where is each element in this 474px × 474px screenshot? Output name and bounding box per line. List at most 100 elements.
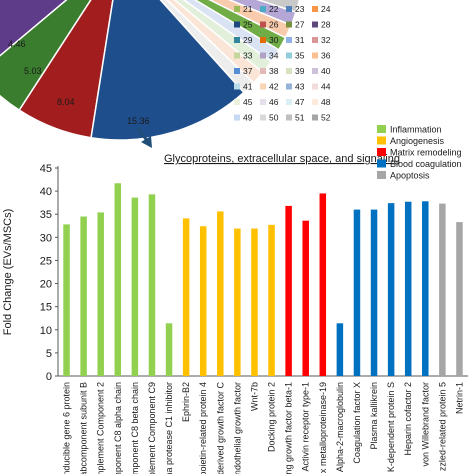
pie-legend-swatch (312, 37, 318, 43)
pie-legend-swatch (286, 114, 292, 121)
bar (148, 194, 156, 376)
pie-legend-label: 46 (269, 97, 279, 107)
bar (370, 209, 378, 376)
bar (336, 323, 344, 376)
pie-label-1: 4.46 (8, 39, 26, 49)
pie-legend-label: 39 (295, 66, 305, 76)
pie-legend-swatch (286, 21, 292, 28)
pie-legend-label: 50 (269, 113, 279, 123)
pie-slice-blue (90, 0, 245, 141)
pie-legend-swatch (234, 99, 240, 105)
pie-legend-label: 33 (243, 51, 253, 61)
pie-legend-label: 23 (295, 4, 305, 14)
pie-legend-label: 45 (243, 97, 253, 107)
x-tick-label: Netrin-1 (454, 382, 464, 414)
x-tick-label: component C8 alpha chain (113, 382, 123, 474)
bar (217, 211, 224, 376)
bar (456, 222, 463, 376)
pie-legend-swatch (234, 6, 240, 12)
pie-legend-swatch (312, 99, 318, 105)
x-tick-label: Heparin cofactor 2 (403, 382, 413, 456)
pie-legend-label: 38 (269, 66, 279, 76)
pie-legend-swatch (286, 83, 292, 90)
pie-legend-label: 22 (269, 4, 279, 14)
pie-chart (0, 0, 301, 141)
pie-legend-swatch (234, 37, 240, 43)
y-tick-label: 20 (40, 279, 52, 291)
bar (80, 216, 87, 376)
bar (439, 203, 446, 376)
bar-chart: 0 5 10 15 20 25 30 35 40 45 inducible gene 6 prot… (40, 163, 468, 474)
bar (165, 323, 173, 376)
y-axis: 0 5 10 15 20 25 30 35 40 45 (40, 163, 468, 383)
y-tick-label: 10 (40, 325, 52, 337)
pie-legend-label: 24 (321, 4, 331, 14)
pie-legend-label: 28 (321, 20, 331, 30)
down-arrow-icon (136, 127, 152, 148)
category-legend-label: Inflammation (390, 125, 442, 135)
pie-legend-label: 42 (269, 82, 279, 92)
pie-legend: 21 22 23 24 25 26 27 28 29 30 31 32 33 34 35 36 37 38 39 40… (234, 4, 331, 123)
x-tick-label: component C8 beta chain (130, 382, 140, 474)
x-tick-label: x metalloproteinase-19 (318, 382, 328, 473)
pie-legend-label: 47 (295, 97, 305, 107)
pie-legend-swatch (260, 21, 266, 28)
category-legend-label: Blood coagulation (390, 159, 462, 169)
bar (97, 212, 104, 376)
pie-legend-label: 26 (269, 20, 279, 30)
x-tick-label: Coagulation factor X (352, 382, 362, 464)
pie-legend-swatch (234, 114, 240, 121)
y-axis-label: Fold Change (EVs/MSCs) (2, 209, 14, 336)
bar (387, 203, 395, 376)
pie-legend-swatch (286, 99, 292, 105)
pie-label-2: 5.03 (24, 66, 42, 76)
category-legend-label: Matrix remodeling (390, 148, 462, 158)
x-tick-label: derived growth factor C (215, 382, 225, 474)
pie-legend-swatch (234, 68, 240, 74)
pie-legend-swatch (312, 114, 318, 121)
y-tick-label: 0 (46, 371, 52, 383)
x-tick-label: Activin receptor type-1 (301, 382, 311, 472)
pie-legend-label: 37 (243, 66, 253, 76)
pie-legend-swatch (260, 52, 266, 59)
y-tick-label: 40 (40, 186, 52, 198)
pie-legend-label: 35 (295, 51, 305, 61)
pie-legend-label: 36 (321, 51, 331, 61)
pie-legend-label: 30 (269, 35, 279, 45)
bar (131, 197, 139, 376)
pie-legend-swatch (234, 21, 240, 28)
pie-legend-swatch (260, 83, 266, 90)
pie-legend-swatch (260, 114, 266, 121)
bar (422, 201, 429, 376)
pie-legend-swatch (286, 52, 292, 59)
pie-legend-label: 49 (243, 113, 253, 123)
pie-legend-swatch (286, 68, 292, 74)
chart-title: Glycoproteins, extracellular space, and … (164, 153, 400, 165)
y-tick-label: 5 (46, 348, 52, 360)
y-tick-label: 45 (40, 163, 52, 175)
bar (353, 209, 361, 376)
bar (302, 220, 309, 376)
pie-legend-label: 48 (321, 97, 331, 107)
pie-legend-swatch (312, 68, 318, 74)
pie-legend-label: 21 (243, 4, 253, 14)
pie-slice-labels: 4.46 5.03 8.04 15.36 (8, 39, 150, 126)
bar (285, 205, 292, 376)
pie-legend-swatch (286, 6, 292, 12)
pie-legend-label: 34 (269, 51, 279, 61)
category-legend-swatch (377, 136, 386, 145)
pie-label-4: 15.36 (127, 116, 150, 126)
x-tick-label: von Willebrand factor (420, 382, 430, 467)
x-tick-label: inducible gene 6 protein (62, 382, 72, 474)
x-tick-label: abcomponent subunit B (79, 382, 89, 474)
pie-legend-swatch (312, 6, 318, 12)
category-legend-swatch (377, 159, 386, 168)
pie-legend-swatch (312, 83, 318, 90)
pie-legend-label: 41 (243, 82, 253, 92)
pie-legend-swatch (286, 37, 292, 43)
pie-legend-swatch (234, 52, 240, 59)
pie-legend-label: 52 (321, 113, 331, 123)
y-tick-label: 35 (40, 209, 52, 221)
bar (114, 183, 122, 376)
